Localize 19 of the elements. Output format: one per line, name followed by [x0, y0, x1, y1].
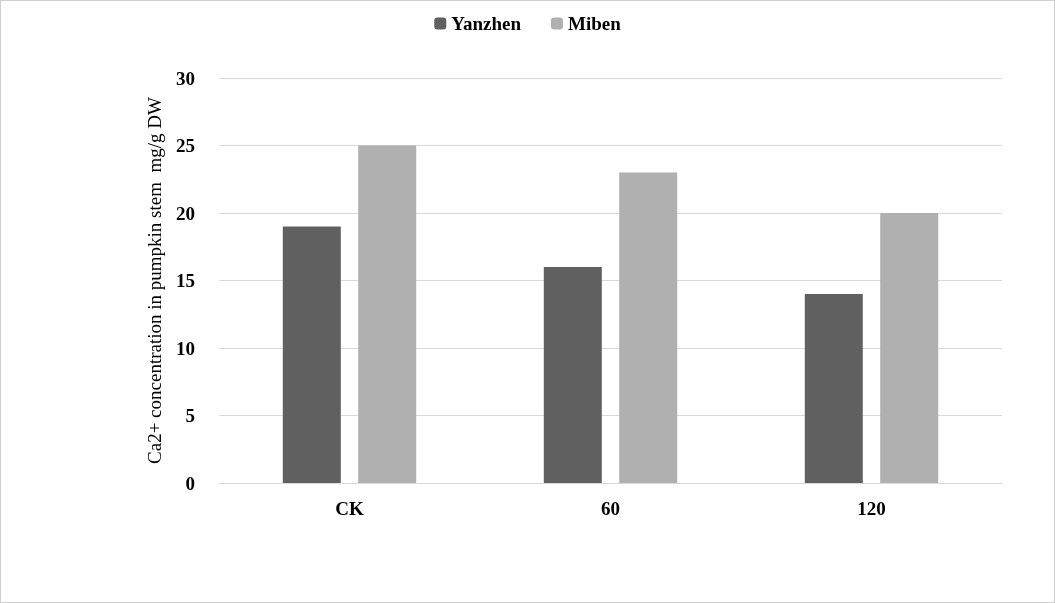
y-tick-label: 20: [176, 202, 195, 224]
bar: [804, 294, 863, 483]
y-tick-label: 0: [185, 472, 195, 494]
x-tick-label: 120: [857, 498, 886, 519]
x-tick-label: 60: [601, 498, 620, 519]
bar: [543, 267, 602, 483]
y-tick-label: 30: [176, 67, 195, 89]
y-tick-label: 10: [176, 337, 195, 359]
bar: [880, 213, 939, 483]
legend-label: Miben: [567, 13, 622, 34]
y-tick-label: 25: [176, 135, 195, 156]
y-tick-label: 5: [185, 405, 195, 426]
bar: [282, 226, 341, 483]
y-tick-label: 15: [176, 270, 195, 291]
x-tick-label: CK: [335, 498, 364, 519]
bar: [358, 145, 417, 483]
legend-label: Yanzhen: [451, 13, 522, 34]
bar: [619, 172, 678, 483]
y-axis-title: Ca2+ concentration in pumpkin stem mg/g DW: [143, 96, 165, 464]
